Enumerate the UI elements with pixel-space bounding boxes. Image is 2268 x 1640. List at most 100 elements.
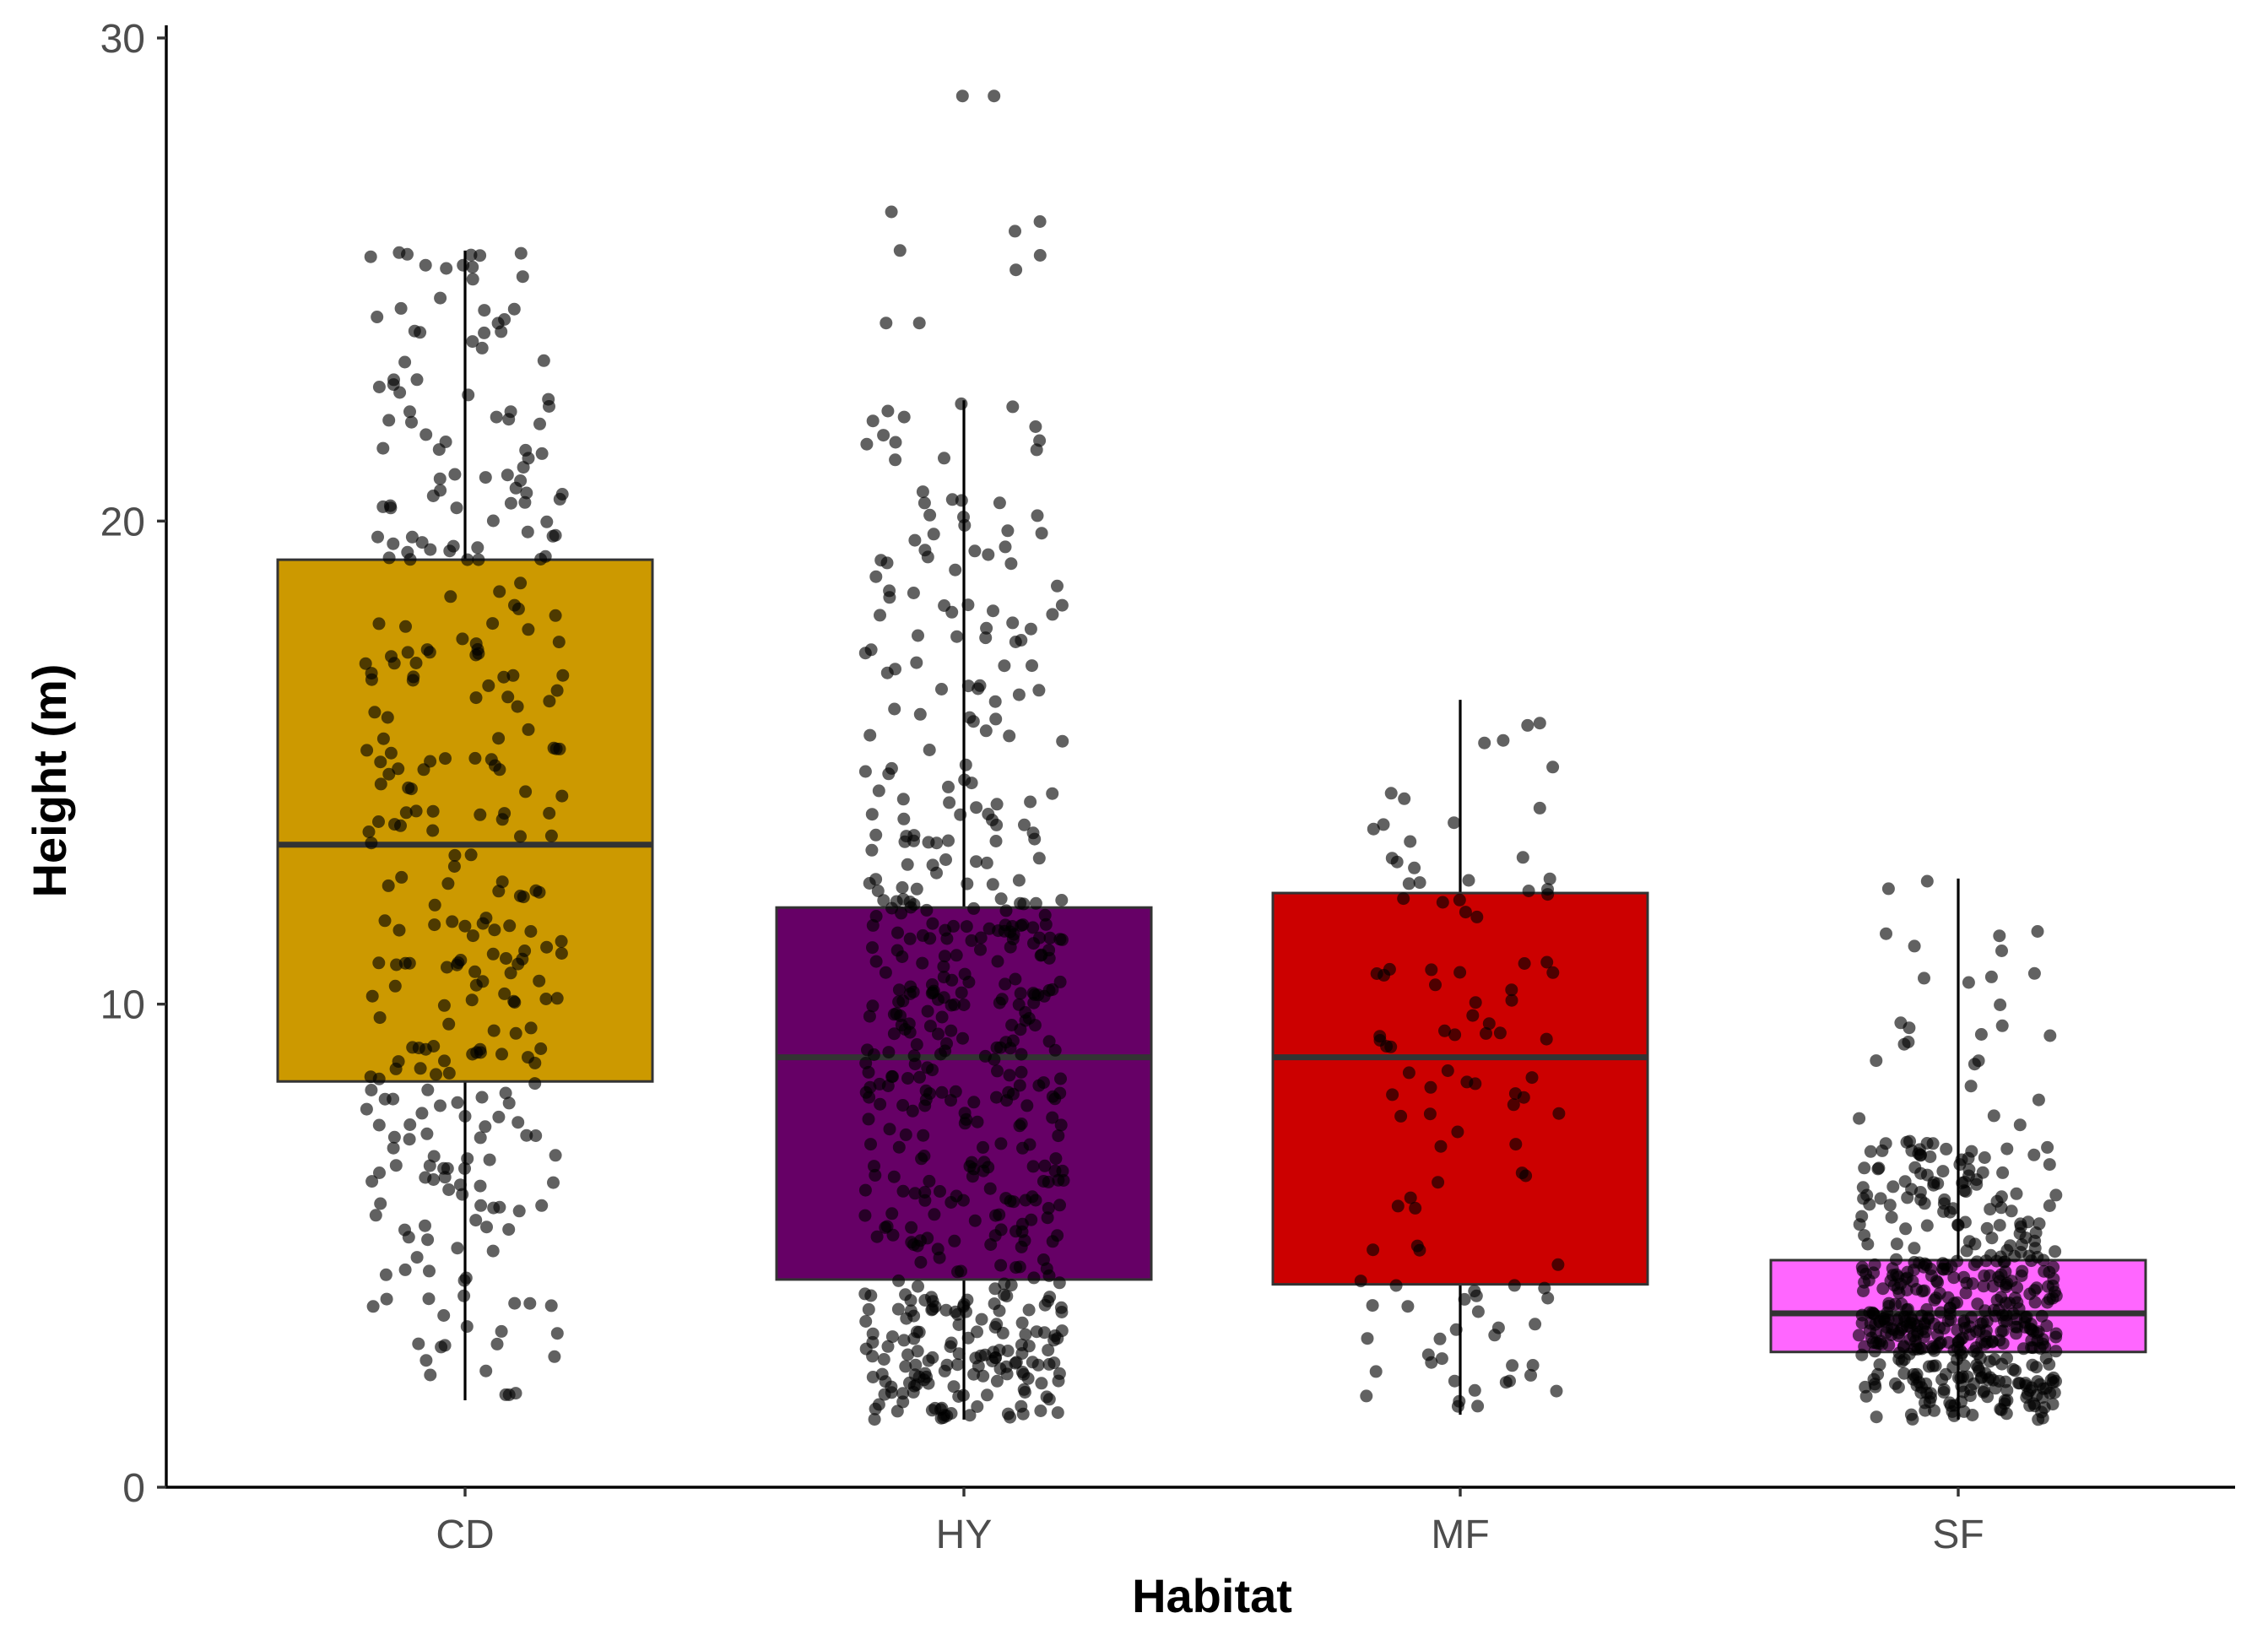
data-point xyxy=(1012,874,1026,887)
data-point xyxy=(502,413,516,426)
data-point xyxy=(866,414,880,428)
data-point xyxy=(1003,729,1016,743)
data-point xyxy=(1453,1394,1466,1408)
data-point xyxy=(544,1299,558,1313)
data-point xyxy=(1503,1374,1516,1388)
data-point xyxy=(940,1409,954,1422)
data-point xyxy=(465,993,479,1007)
data-point xyxy=(373,1166,386,1179)
data-point xyxy=(1042,1035,1056,1048)
data-point xyxy=(932,1027,945,1041)
data-point xyxy=(983,1182,997,1195)
data-point xyxy=(899,1128,912,1141)
data-point xyxy=(1550,1384,1563,1398)
data-point xyxy=(890,1405,904,1418)
data-point xyxy=(1429,978,1442,992)
outlier-point xyxy=(1033,215,1047,228)
data-point xyxy=(1978,1151,1991,1164)
data-point xyxy=(521,525,534,539)
data-point xyxy=(1507,1098,1520,1112)
data-point xyxy=(1525,1071,1539,1085)
data-point xyxy=(402,1231,415,1244)
data-point xyxy=(938,599,951,612)
data-point xyxy=(2046,1398,2060,1411)
data-point xyxy=(1918,972,1930,985)
data-point xyxy=(1992,1270,2005,1284)
data-point xyxy=(1042,1295,1054,1307)
data-point xyxy=(966,715,980,728)
data-point xyxy=(441,877,455,890)
data-point xyxy=(2028,1242,2042,1255)
data-point xyxy=(374,1197,387,1210)
data-point xyxy=(952,1347,966,1361)
data-point xyxy=(1013,1119,1026,1133)
data-point xyxy=(937,991,950,1004)
data-point xyxy=(959,758,972,771)
data-point xyxy=(1053,975,1067,988)
data-point xyxy=(912,1280,924,1293)
data-point xyxy=(1046,608,1059,621)
data-point xyxy=(486,1244,500,1258)
data-point xyxy=(468,965,482,978)
data-point xyxy=(1526,1359,1540,1372)
data-point xyxy=(475,341,489,355)
data-point xyxy=(2032,1093,2045,1107)
data-point xyxy=(1868,1258,1881,1271)
data-point xyxy=(1012,688,1026,701)
data-point xyxy=(967,1096,981,1109)
data-point xyxy=(999,904,1013,917)
data-point xyxy=(913,1070,926,1084)
data-point xyxy=(963,1409,977,1422)
data-point xyxy=(399,806,413,820)
data-point xyxy=(382,879,395,892)
data-point xyxy=(480,1221,493,1234)
data-point xyxy=(1015,1047,1028,1061)
data-point xyxy=(359,657,372,670)
data-point xyxy=(518,495,532,509)
data-point xyxy=(2019,1379,2033,1393)
data-point xyxy=(882,1046,896,1059)
data-point xyxy=(549,1149,562,1162)
data-point xyxy=(1919,1258,1933,1272)
data-point xyxy=(457,258,470,272)
data-point xyxy=(1971,1347,1984,1361)
data-point xyxy=(469,1214,483,1227)
data-point xyxy=(916,956,929,970)
data-point xyxy=(422,1292,436,1306)
data-point xyxy=(952,1390,966,1403)
data-point xyxy=(1432,1176,1445,1189)
data-point xyxy=(967,901,981,915)
data-point xyxy=(535,1199,549,1212)
data-point xyxy=(460,1320,474,1334)
data-point xyxy=(1434,1139,1448,1153)
data-point xyxy=(1004,557,1018,571)
data-point xyxy=(1020,1099,1034,1112)
data-point xyxy=(519,785,533,798)
data-point xyxy=(945,493,959,506)
data-point xyxy=(475,1091,489,1104)
data-point xyxy=(1049,1152,1063,1166)
data-point xyxy=(392,246,406,259)
data-point xyxy=(1051,579,1064,593)
data-point xyxy=(1026,1356,1039,1369)
data-point xyxy=(989,712,1003,726)
data-point xyxy=(394,819,407,832)
data-point xyxy=(896,793,910,806)
data-point xyxy=(999,540,1012,554)
data-point xyxy=(546,529,560,543)
data-point xyxy=(495,813,509,826)
data-point xyxy=(448,848,462,862)
data-point xyxy=(900,1312,913,1325)
data-point xyxy=(992,924,1005,938)
data-point xyxy=(899,1360,912,1373)
data-point xyxy=(994,892,1008,906)
data-point xyxy=(892,1274,906,1287)
data-point xyxy=(1384,787,1398,800)
data-point xyxy=(955,986,968,999)
ticks: 0 10 20 30 CD HY MF SF xyxy=(100,17,1984,1557)
data-point xyxy=(398,1263,412,1276)
data-point xyxy=(474,1179,487,1193)
data-point xyxy=(2000,1394,2014,1407)
data-point xyxy=(2023,1399,2037,1412)
data-point xyxy=(508,1296,522,1310)
